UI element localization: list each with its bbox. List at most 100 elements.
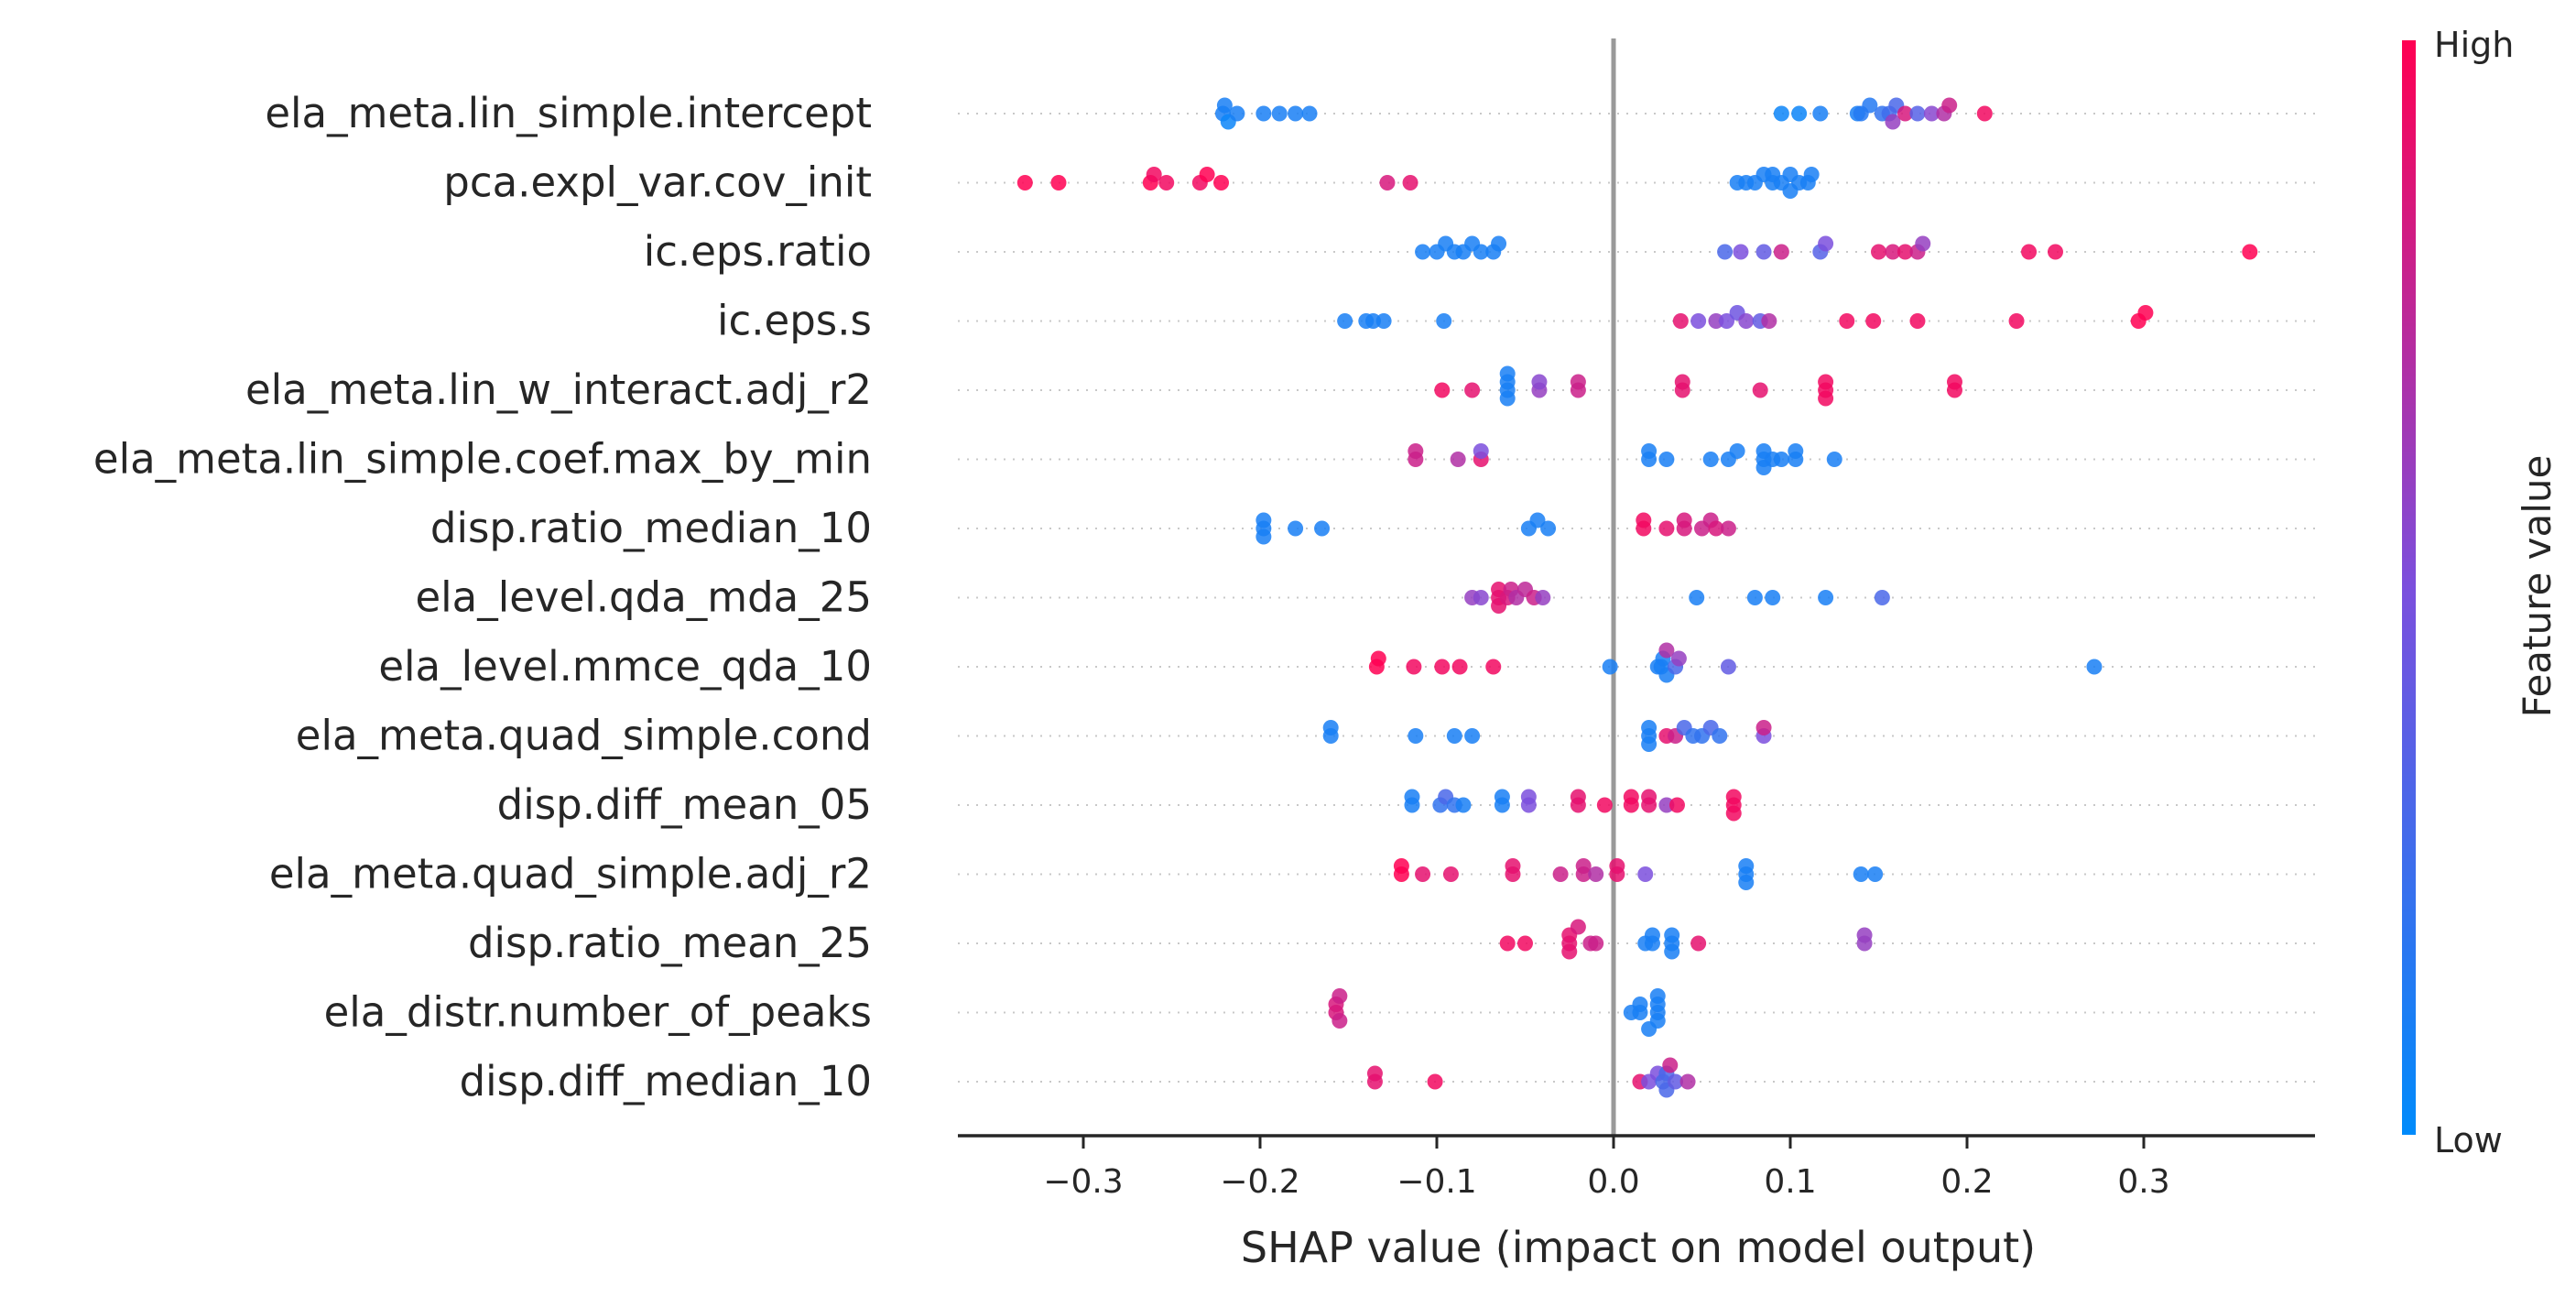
shap-point [1674, 374, 1690, 390]
shap-point [2137, 305, 2154, 321]
shap-point [1491, 235, 1507, 252]
shap-point [1725, 789, 1742, 805]
shap-point [1668, 1073, 1684, 1090]
shap-point [1773, 244, 1789, 260]
shap-point [1867, 866, 1884, 882]
shap-point [1552, 866, 1569, 882]
shap-point [1826, 452, 1842, 467]
feature-label: ic.eps.s [717, 297, 872, 345]
shap-point [1658, 642, 1675, 659]
shap-point [1717, 244, 1734, 260]
shap-point [1408, 443, 1424, 459]
shap-point [1672, 313, 1689, 329]
shap-point [1451, 659, 1468, 675]
shap-point [1393, 858, 1409, 874]
shap-point [2086, 659, 2103, 675]
shap-point [1761, 313, 1777, 329]
shap-point [1818, 390, 1834, 407]
shap-point [1450, 452, 1466, 467]
feature-labels: ela_meta.lin_simple.intercept pca.expl_va… [93, 89, 872, 1105]
shap-point [1370, 650, 1386, 667]
shap-point [1446, 728, 1462, 744]
shap-point [1689, 590, 1705, 605]
shap-point [1255, 105, 1272, 122]
shap-point [1865, 313, 1882, 329]
shap-point [1644, 927, 1660, 943]
shap-point [1408, 728, 1424, 744]
shap-point [1658, 452, 1675, 467]
x-tick-label: 0.3 [2117, 1163, 2169, 1201]
shap-point [1818, 235, 1834, 252]
shap-point [1812, 105, 1829, 122]
x-tick-label: −0.1 [1397, 1163, 1476, 1201]
shap-point [1773, 452, 1789, 467]
feature-label: disp.ratio_median_10 [430, 504, 872, 552]
shap-point [1271, 105, 1288, 122]
shap-point [1499, 935, 1516, 952]
shap-point [1531, 374, 1548, 390]
shap-point [1596, 797, 1613, 813]
shap-point [1658, 520, 1675, 537]
shap-point [1746, 590, 1763, 605]
shap-point [1641, 736, 1658, 752]
shap-point [1499, 365, 1516, 382]
shap-point [1366, 1065, 1383, 1082]
colorbar-high-label: High [2434, 25, 2514, 65]
shap-point [1375, 313, 1392, 329]
shap-point [1708, 520, 1724, 537]
shap-point [1464, 728, 1481, 744]
shap-point [1314, 520, 1331, 537]
shap-point [1473, 443, 1489, 459]
feature-label: ela_meta.lin_simple.intercept [265, 89, 872, 137]
feature-label: pca.expl_var.cov_init [443, 158, 872, 207]
shap-point [1473, 590, 1489, 605]
shap-point [1216, 97, 1233, 114]
shap-point [1871, 244, 1886, 260]
feature-label: disp.diff_mean_05 [497, 780, 872, 829]
shap-point [1436, 313, 1452, 329]
shap-point [1719, 313, 1735, 329]
x-tick-label: 0.2 [1940, 1163, 1993, 1201]
shap-point [1909, 313, 1926, 329]
shap-point [1946, 374, 1962, 390]
shap-point [1427, 1073, 1443, 1090]
shap-point [1641, 720, 1658, 735]
shap-point [1632, 997, 1648, 1012]
shap-point [1229, 105, 1245, 122]
shap-point [1720, 659, 1736, 675]
shap-point [1540, 520, 1557, 537]
shap-point [1818, 590, 1834, 605]
shap-point [1788, 443, 1804, 459]
shap-point [1255, 512, 1272, 528]
shap-point [1712, 728, 1728, 744]
x-axis-ticks: −0.3 −0.2 −0.1 0.0 0.1 0.2 0.3 [1043, 1136, 2170, 1201]
shap-point [1853, 866, 1869, 882]
shap-point [1485, 659, 1502, 675]
shap-point [1897, 244, 1913, 260]
shap-point [1670, 650, 1687, 667]
shap-point [1641, 443, 1658, 459]
shap-point [1406, 659, 1422, 675]
x-tick-label: 0.1 [1764, 1163, 1816, 1201]
shap-point [1909, 105, 1926, 122]
shap-point [1494, 789, 1510, 805]
feature-label: disp.ratio_mean_25 [468, 919, 872, 967]
shap-point [1791, 105, 1808, 122]
shap-point [1588, 866, 1604, 882]
shap-point [1415, 244, 1431, 260]
shap-point [1158, 175, 1175, 191]
feature-label: ela_meta.lin_simple.coef.max_by_min [93, 435, 872, 484]
shap-point [1517, 935, 1533, 952]
feature-label: disp.diff_median_10 [460, 1057, 872, 1105]
shap-point [1720, 520, 1736, 537]
shap-point [1455, 797, 1472, 813]
x-axis-title: SHAP value (impact on model output) [1241, 1223, 2036, 1272]
shap-point [1146, 167, 1162, 182]
shap-point [1415, 866, 1431, 882]
shap-point [2008, 313, 2025, 329]
shap-point [1733, 244, 1749, 260]
feature-label: ic.eps.ratio [644, 227, 872, 276]
shap-point [1331, 988, 1348, 1004]
feature-label: ela_level.qda_mda_25 [415, 573, 872, 622]
shap-point [1662, 1057, 1679, 1073]
